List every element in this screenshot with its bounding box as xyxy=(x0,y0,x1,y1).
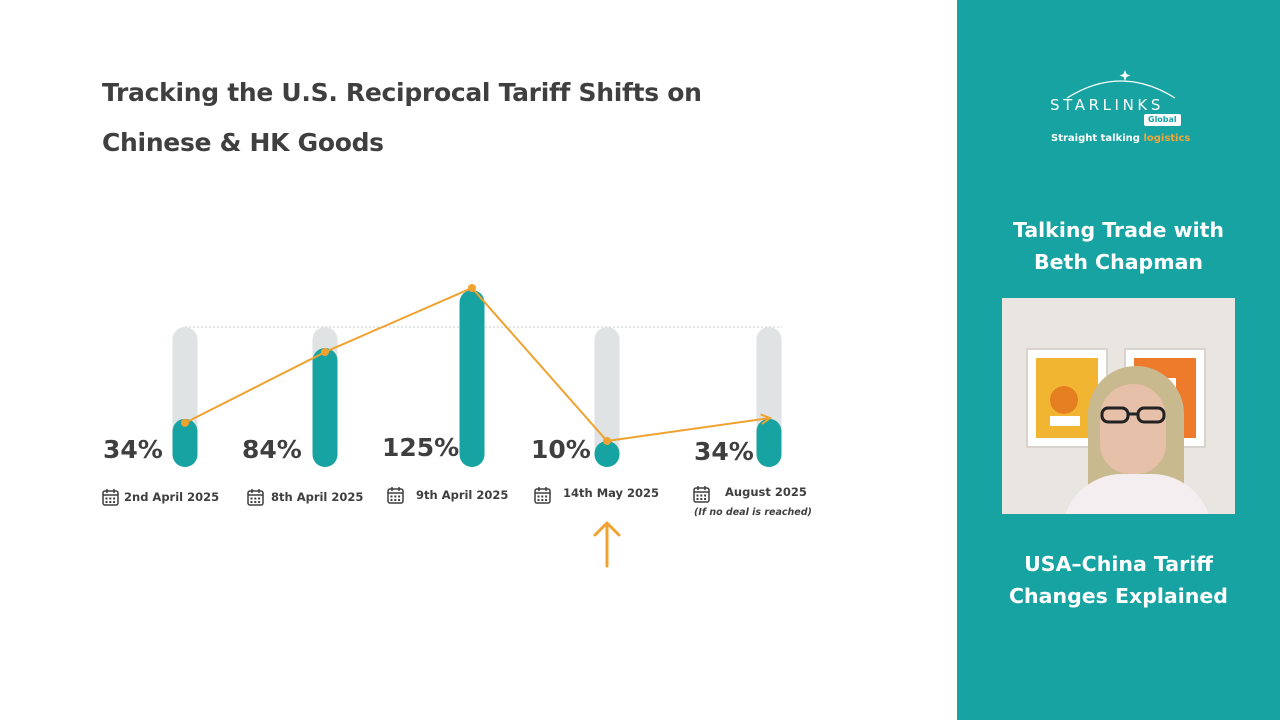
logo-tagline: Straight talking logistics xyxy=(1051,133,1190,144)
logo-tagline-main: Straight talking xyxy=(1051,133,1140,144)
talking-trade-line-1: Talking Trade with xyxy=(1012,218,1225,242)
bar-track xyxy=(594,327,620,467)
logo-tagline-accent: logistics xyxy=(1143,133,1191,144)
category-note: (If no deal is reached) xyxy=(694,507,812,518)
bar xyxy=(459,290,485,467)
trend-point xyxy=(603,437,611,445)
category-label: 9th April 2025 xyxy=(416,488,508,502)
trend-point xyxy=(181,418,189,427)
calendar-icon xyxy=(102,489,119,506)
calendar-icon xyxy=(387,487,404,504)
slide-main: Tracking the U.S. Reciprocal Tariff Shif… xyxy=(102,68,862,568)
bar xyxy=(756,418,782,467)
tariff-chart: 34% 84% 125% 10% 34% 2nd April 2025 8th April … xyxy=(102,284,812,518)
logo-wordmark: STARLINKS xyxy=(1050,96,1164,114)
trend-point xyxy=(468,284,476,292)
value-label: 84% xyxy=(242,435,302,464)
category-label: 14th May 2025 xyxy=(563,486,659,500)
slide-title-line-1: Tracking the U.S. Reciprocal Tariff Shif… xyxy=(102,78,702,107)
starlinks-logo: STARLINKS Global Straight talking logist… xyxy=(957,70,1280,150)
value-label: 34% xyxy=(103,435,163,464)
value-label: 125% xyxy=(382,433,459,462)
slide-title: Tracking the U.S. Reciprocal Tariff Shif… xyxy=(102,68,862,168)
category-label: 2nd April 2025 xyxy=(124,490,219,504)
calendar-icon xyxy=(693,486,710,503)
episode-title-line-2: Changes Explained xyxy=(1009,584,1228,608)
category-label: 8th April 2025 xyxy=(271,490,363,504)
logo-global-badge: Global xyxy=(1144,114,1181,126)
side-panel: STARLINKS Global Straight talking logist… xyxy=(957,0,1280,720)
calendar-icon xyxy=(534,487,551,504)
trend-point xyxy=(321,348,329,357)
speaker-shirt xyxy=(1062,474,1212,514)
category-label: August 2025 xyxy=(725,485,807,499)
value-label: 10% xyxy=(531,435,591,464)
bar xyxy=(594,441,620,467)
speaker-glasses xyxy=(1100,406,1166,424)
bar xyxy=(312,348,338,467)
up-arrow-icon xyxy=(593,521,621,568)
slide-title-line-2: Chinese & HK Goods xyxy=(102,128,384,157)
talking-trade-line-2: Beth Chapman xyxy=(1034,250,1203,274)
calendar-icon xyxy=(247,489,264,506)
trend-arrowhead xyxy=(760,413,773,425)
bar xyxy=(172,418,198,467)
talking-trade-heading: Talking Trade with Beth Chapman xyxy=(957,214,1280,278)
episode-title-line-1: USA–China Tariff xyxy=(1024,552,1213,576)
value-label: 34% xyxy=(694,437,754,466)
speaker-face xyxy=(1100,384,1166,474)
logo-arc-icon xyxy=(1066,70,1176,99)
episode-title: USA–China Tariff Changes Explained xyxy=(957,548,1280,612)
speaker-video xyxy=(1002,298,1235,514)
